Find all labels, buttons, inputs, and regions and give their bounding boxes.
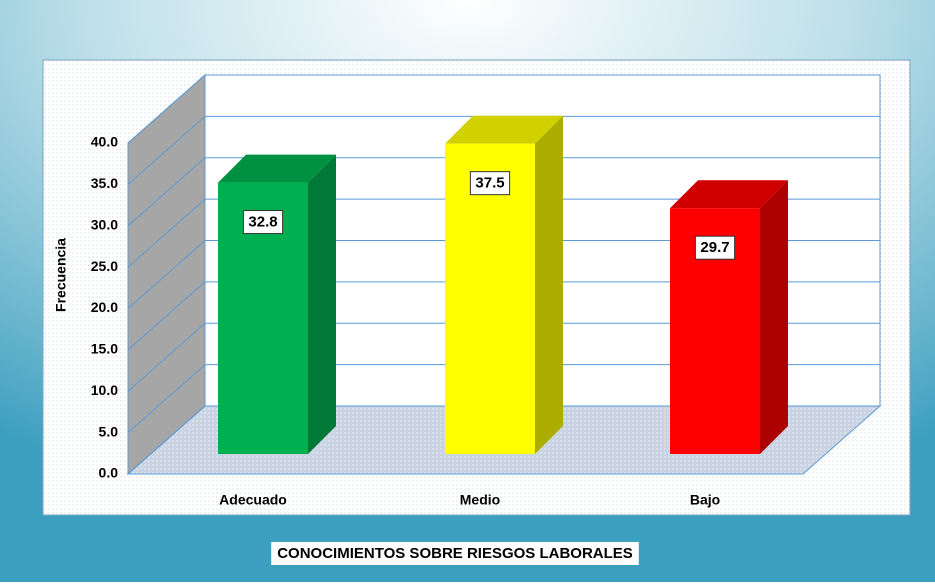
bar-front [445, 143, 535, 454]
grid-line [127, 240, 880, 309]
y-tick-label: 15.0 [91, 341, 118, 357]
chart-title: CONOCIMIENTOS SOBRE RIESGOS LABORALES [277, 545, 633, 562]
bar [445, 115, 563, 454]
y-tick-label: 10.0 [91, 382, 118, 398]
bar-top [445, 115, 563, 144]
bar [218, 154, 336, 454]
title-box [271, 541, 639, 565]
y-tick-label: 20.0 [91, 299, 118, 315]
y-tick-label: 25.0 [91, 258, 118, 274]
bar-side [760, 180, 788, 455]
grid-line [127, 322, 880, 392]
y-tick-label: 40.0 [91, 134, 118, 150]
bar-top [218, 154, 336, 183]
y-tick-label: 35.0 [91, 175, 118, 191]
grid-line [127, 74, 880, 144]
grid-line [127, 157, 880, 227]
y-tick-label: 0.0 [99, 465, 119, 481]
grid-line [127, 115, 880, 185]
grid-line [127, 198, 880, 268]
bar-top [670, 180, 788, 209]
bar-side [535, 115, 563, 454]
x-tick-label: Adecuado [219, 492, 287, 508]
grid-line [127, 405, 880, 475]
grid-line [127, 281, 880, 351]
bar-side [308, 154, 336, 454]
grid-line [127, 364, 880, 433]
bar [670, 180, 788, 455]
data-label: 37.5 [475, 175, 504, 192]
y-tick-label: 30.0 [91, 216, 118, 232]
y-tick-label: 5.0 [99, 423, 119, 439]
y-axis-label: Frecuencia [53, 238, 69, 312]
x-tick-label: Medio [460, 492, 500, 508]
grid [127, 74, 880, 475]
data-label-box [242, 210, 284, 235]
data-label-box [694, 235, 736, 260]
data-label-box [469, 171, 511, 196]
x-tick-label: Bajo [690, 492, 720, 508]
data-label: 29.7 [700, 239, 729, 256]
data-label: 32.8 [248, 214, 277, 231]
